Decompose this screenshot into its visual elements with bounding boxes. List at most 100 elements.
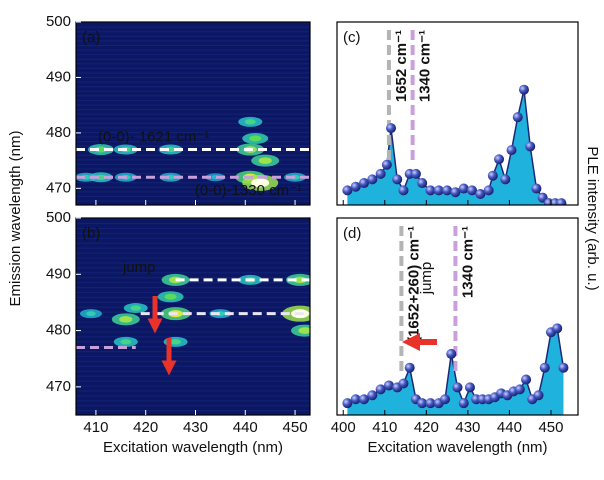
heat-core [258, 157, 272, 164]
texture [76, 227, 310, 230]
texture [76, 200, 310, 202]
point [556, 198, 567, 205]
texture [76, 31, 310, 33]
point [410, 168, 421, 179]
point [375, 384, 386, 395]
texture [76, 136, 310, 138]
point [452, 382, 463, 393]
texture [76, 72, 310, 74]
point [440, 394, 451, 405]
heat-core [120, 339, 132, 345]
panel-label: (c) [343, 29, 361, 46]
texture [76, 163, 310, 166]
plot-area: 1652 cm⁻¹ 1340 cm⁻¹ [337, 22, 578, 205]
texture [76, 380, 310, 382]
texture [76, 67, 310, 69]
heat-core [251, 178, 270, 188]
frame [75, 217, 311, 416]
x-tick-label: 420 [133, 419, 158, 436]
texture [76, 331, 310, 333]
annotation: jump [122, 259, 156, 276]
heat-core [130, 305, 142, 311]
texture [76, 63, 310, 65]
texture [76, 95, 310, 97]
point [533, 390, 544, 401]
texture [76, 262, 310, 264]
texture [76, 365, 310, 367]
texture [76, 222, 310, 225]
heat-core [164, 293, 177, 300]
texture [76, 405, 310, 407]
texture [76, 35, 310, 37]
texture [76, 311, 310, 313]
frame [75, 21, 311, 206]
texture [76, 168, 310, 170]
y-tick-label: 490 [46, 265, 71, 282]
point [494, 154, 505, 165]
point [359, 394, 370, 405]
x-tick-label: 440 [233, 419, 258, 436]
y-tick-label: 470 [46, 179, 71, 196]
point [359, 178, 370, 189]
point [506, 145, 517, 156]
texture [76, 232, 310, 234]
texture [76, 247, 310, 249]
texture [76, 400, 310, 402]
texture [76, 326, 310, 328]
heat-core [298, 327, 310, 334]
texture [76, 350, 310, 353]
texture [76, 49, 310, 51]
frame [336, 21, 579, 206]
texture [76, 118, 310, 120]
texture [76, 252, 310, 254]
texture [76, 267, 310, 269]
plot-area [76, 22, 310, 205]
y-tick-label: 470 [46, 378, 71, 395]
x-tick-label: 410 [83, 419, 108, 436]
point [467, 185, 478, 196]
point [386, 123, 397, 134]
point [464, 382, 475, 393]
texture [76, 385, 310, 387]
texture [76, 108, 310, 111]
plot-bg [337, 218, 578, 415]
y-axis-label: Emission wavelength (nm) [7, 131, 24, 307]
point [558, 362, 569, 373]
point [417, 178, 428, 189]
point [433, 185, 444, 196]
point [446, 348, 457, 359]
vline-label: 1340 cm⁻¹ [459, 226, 476, 298]
texture [76, 390, 310, 392]
texture [76, 410, 310, 412]
texture [76, 40, 310, 42]
texture [76, 360, 310, 363]
texture [76, 159, 310, 161]
point [539, 362, 550, 373]
texture [76, 237, 310, 239]
texture [76, 86, 310, 88]
texture [76, 140, 310, 143]
vline-label: 1340 cm⁻¹ [417, 30, 434, 102]
frame [336, 217, 579, 416]
point [483, 185, 494, 196]
texture [76, 257, 310, 259]
x-axis-label: Excitation wavelength (nm) [367, 439, 547, 456]
heat-core [293, 276, 307, 284]
y-tick-label: 490 [46, 68, 71, 85]
texture [76, 90, 310, 92]
x-tick-label: 450 [538, 419, 563, 436]
point [458, 398, 469, 409]
heat-core [244, 119, 256, 125]
line-label: (0-0)- 1621 cm⁻¹ [98, 129, 209, 146]
texture [76, 99, 310, 101]
plot-area [76, 218, 310, 415]
point [342, 185, 353, 196]
point [381, 159, 392, 170]
point [392, 174, 403, 185]
point [521, 374, 532, 385]
x-tick-label: 420 [414, 419, 439, 436]
vline-label: 1652 cm⁻¹ [393, 30, 410, 102]
texture [76, 282, 310, 284]
texture [76, 277, 310, 279]
